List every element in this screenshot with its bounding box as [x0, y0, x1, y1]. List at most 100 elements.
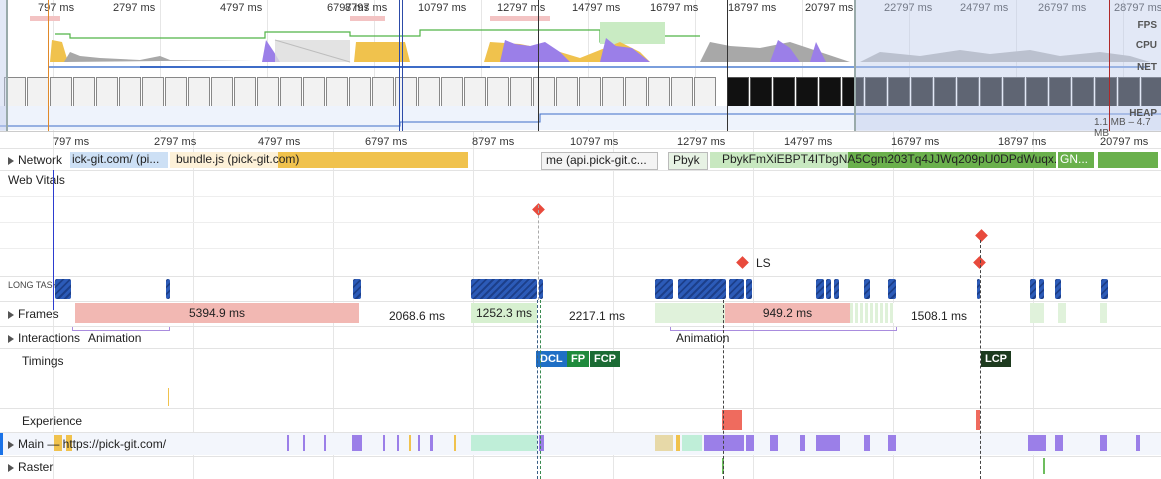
long-task[interactable] [678, 279, 726, 299]
grid-line [374, 0, 375, 131]
long-task[interactable] [826, 279, 831, 299]
frame-duration: 5394.9 ms [188, 306, 246, 320]
long-task[interactable] [655, 279, 673, 299]
marker-line [399, 0, 400, 131]
grid-line [802, 0, 803, 131]
frames-track-label: Frames [18, 307, 59, 321]
network-request[interactable]: bundle.js (pick-git.com) [170, 152, 468, 168]
net-bar [140, 66, 490, 68]
long-task[interactable] [353, 279, 361, 299]
long-task[interactable] [729, 279, 744, 299]
frame-block[interactable]: 1252.3 ms [471, 303, 537, 323]
heap-chart [0, 106, 1161, 130]
long-task[interactable] [864, 279, 870, 299]
screenshot-thumbnail [73, 77, 95, 107]
frame-block[interactable] [1030, 303, 1044, 323]
screenshot-thumbnail [257, 77, 279, 107]
long-task[interactable] [1055, 279, 1061, 299]
screenshot-thumbnail [119, 77, 141, 107]
row-divider [0, 348, 1161, 349]
overview-tick: 24797 ms [960, 2, 1009, 14]
long-task[interactable] [166, 279, 170, 299]
grid-line [53, 0, 54, 131]
long-task[interactable] [1039, 279, 1044, 299]
network-request[interactable]: Pbyk [668, 152, 708, 170]
main-track-header[interactable]: Main — https://pick-git.com/ [8, 437, 166, 451]
overview-tick: 10797 ms [418, 2, 467, 14]
frames-track-header[interactable]: Frames [8, 307, 59, 321]
expand-triangle-icon[interactable] [8, 310, 14, 319]
animation-range[interactable] [72, 327, 170, 331]
frame-block[interactable]: 5394.9 ms [75, 303, 359, 323]
row-divider [0, 456, 1161, 457]
main-track-selected-indicator [0, 433, 3, 455]
lcp-marker[interactable]: LCP [981, 351, 1011, 367]
marker-line [402, 0, 403, 131]
frame-block[interactable]: 949.2 ms [725, 303, 850, 323]
long-task[interactable] [746, 279, 752, 299]
long-task[interactable] [55, 279, 71, 299]
expand-triangle-icon[interactable] [8, 463, 14, 472]
grid-line [267, 0, 268, 131]
main-track[interactable] [0, 433, 1161, 455]
interactions-track-header[interactable]: Interactions [8, 331, 80, 345]
dcl-marker[interactable]: DCL [536, 351, 567, 367]
overview-pane[interactable]: 797 ms 2797 ms 4797 ms 6797 ms 8797 ms 1… [0, 0, 1161, 139]
expand-triangle-icon[interactable] [8, 440, 14, 449]
long-task[interactable] [816, 279, 824, 299]
network-request[interactable] [1098, 152, 1158, 168]
grid-line [613, 132, 614, 479]
main-track-label: Main — https://pick-git.com/ [18, 437, 167, 451]
animation-range[interactable] [670, 327, 897, 331]
layout-shift-block[interactable] [976, 410, 980, 430]
screenshot-thumbnail [96, 77, 118, 107]
overview-unselected-left [0, 0, 6, 131]
frame-block[interactable] [1100, 303, 1107, 323]
screenshot-thumbnail [727, 77, 749, 107]
frame-block[interactable] [850, 303, 895, 323]
network-request[interactable]: GN... [1058, 152, 1094, 168]
selection-handle-left[interactable] [6, 0, 8, 131]
timeline-tick: 10797 ms [570, 136, 619, 148]
timeline-marker-line [53, 170, 54, 310]
long-task[interactable] [471, 279, 537, 299]
layout-shift-block[interactable] [722, 410, 742, 430]
frame-duration: 1508.1 ms [911, 309, 968, 323]
overview-tick: 14797 ms [572, 2, 621, 14]
frame-block[interactable] [655, 303, 725, 323]
timeline-tick: 20797 ms [1100, 136, 1149, 148]
frame-block[interactable] [1058, 303, 1066, 323]
timeline-tick: 14797 ms [784, 136, 833, 148]
fp-marker[interactable]: FP [567, 351, 590, 367]
expand-triangle-icon[interactable] [8, 156, 14, 165]
net-label: NET [1137, 62, 1157, 73]
grid-line [588, 0, 589, 131]
long-task[interactable] [977, 279, 980, 299]
screenshot-thumbnail [648, 77, 670, 107]
long-task[interactable] [1101, 279, 1108, 299]
screenshot-thumbnail [27, 77, 49, 107]
network-request[interactable]: ick-git.com/ (pi... [70, 152, 168, 168]
frame-duration: 949.2 ms [762, 306, 813, 320]
network-request[interactable]: PbykFmXiEBPT4ITbgNA5Cgm203Tq4JJWq209pU0D… [710, 152, 1056, 168]
long-task[interactable] [888, 279, 896, 299]
fcp-marker[interactable]: FCP [590, 351, 620, 367]
overview-tick: 12797 ms [497, 2, 546, 14]
row-divider [0, 301, 1161, 302]
long-tasks-label: LONG TASKS [8, 280, 65, 290]
lcp-marker-line [980, 240, 981, 479]
row-divider [0, 196, 1161, 197]
selection-handle-right[interactable] [854, 0, 856, 131]
expand-triangle-icon[interactable] [8, 334, 14, 343]
long-task[interactable] [834, 279, 839, 299]
long-task[interactable] [539, 279, 543, 299]
screenshot-thumbnail [579, 77, 601, 107]
overview-tick: 6797 ms [327, 2, 370, 14]
timeline-tick: 8797 ms [472, 136, 515, 148]
network-request[interactable]: me (api.pick-git.c... [541, 152, 658, 170]
raster-track-header[interactable]: Raster [8, 460, 53, 474]
network-track-header[interactable]: Network [8, 153, 62, 167]
long-task[interactable] [1030, 279, 1036, 299]
timeline-tick: 16797 ms [891, 136, 940, 148]
raster-track-label: Raster [18, 460, 54, 474]
